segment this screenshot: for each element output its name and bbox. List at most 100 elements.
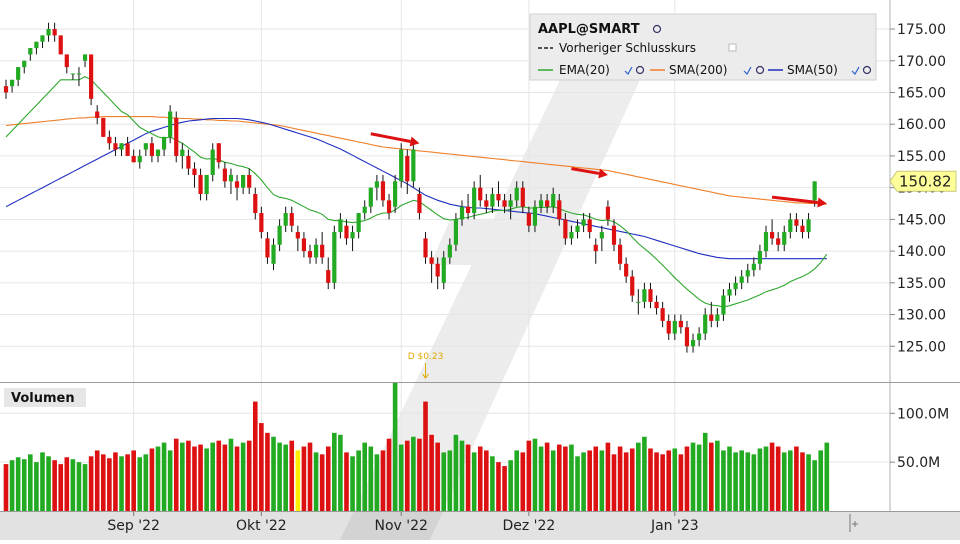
candle-body: [703, 314, 708, 334]
candle-body: [265, 238, 270, 258]
candle-body: [745, 270, 750, 277]
price-tick-label: 125.00: [897, 339, 946, 355]
indicator-lines: [5, 75, 828, 308]
volume-bar: [508, 460, 513, 511]
volume-bar: [788, 450, 793, 511]
volume-bar: [94, 450, 100, 511]
dividend-label: D $0.23: [408, 352, 444, 362]
candle-body: [283, 213, 288, 226]
time-axis-pane[interactable]: [0, 512, 960, 540]
volume-bar: [636, 442, 641, 511]
candle-body: [715, 314, 720, 321]
candle-body: [399, 149, 404, 182]
candle-body: [405, 155, 410, 182]
candle-body: [453, 219, 459, 245]
candle-body: [89, 54, 94, 99]
candle-body: [763, 232, 769, 252]
sma200-check-icon[interactable]: [743, 66, 752, 75]
volume-bar: [21, 459, 27, 511]
candle-body: [520, 187, 525, 207]
volume-bar: [76, 462, 82, 511]
candle-body: [690, 339, 696, 347]
volume-bar: [763, 446, 769, 511]
volume-bar: [58, 464, 64, 511]
volume-bar: [611, 454, 617, 511]
ema-check-icon[interactable]: [624, 66, 633, 75]
volume-bar: [702, 432, 708, 511]
volume-bar: [3, 464, 9, 511]
candle-body: [393, 181, 398, 207]
sma50-settings-icon[interactable]: [862, 65, 872, 75]
candle-body: [198, 174, 203, 194]
volume-bar: [544, 442, 550, 511]
volume-bar: [70, 459, 76, 511]
scroll-end-marker[interactable]: [849, 514, 858, 532]
volume-bar: [240, 442, 246, 511]
legend-sma50[interactable]: SMA(50): [787, 63, 838, 77]
prev-close-toggle-icon[interactable]: [728, 43, 737, 52]
volume-bar: [411, 436, 416, 511]
candle-body: [210, 149, 215, 175]
legend-prev-close[interactable]: Vorheriger Schlusskurs: [559, 41, 696, 55]
volume-axis-pane[interactable]: [890, 383, 960, 512]
plus-icon: [852, 521, 858, 527]
time-tick-label: Okt '22: [236, 518, 287, 534]
candle-body: [3, 86, 9, 93]
volume-bar: [404, 440, 410, 511]
candle-body: [642, 289, 647, 302]
candle-body: [307, 251, 313, 258]
candle-body: [684, 327, 690, 347]
volume-bar: [204, 448, 209, 511]
volume-bar: [423, 401, 428, 511]
legend-sma200[interactable]: SMA(200): [669, 63, 727, 77]
volume-bar: [28, 454, 33, 511]
time-tick-label: Jan '23: [650, 518, 699, 534]
volume-bar: [642, 436, 647, 511]
candle-body: [168, 111, 173, 137]
volume-bar: [173, 438, 179, 511]
ema-settings-icon[interactable]: [635, 65, 645, 75]
volume-bar: [252, 401, 258, 511]
candle-body: [545, 200, 550, 207]
volume-bar: [745, 452, 751, 511]
volume-bar: [496, 462, 501, 511]
time-tick-label: Nov '22: [374, 518, 427, 534]
volume-bar: [100, 454, 106, 511]
legend-ema[interactable]: EMA(20): [559, 63, 610, 77]
volume-bar: [708, 442, 714, 511]
volume-bar: [563, 446, 568, 511]
volume-bar: [307, 442, 313, 511]
volume-bar: [46, 456, 51, 511]
volume-bar: [332, 432, 337, 511]
candle-body: [727, 289, 732, 296]
dividend-marker[interactable]: D $0.23: [408, 352, 444, 379]
volume-bar: [812, 460, 817, 511]
sma200-settings-icon[interactable]: [755, 65, 765, 75]
symbol-settings-icon[interactable]: [652, 24, 662, 34]
candle-body: [496, 194, 501, 201]
candle-body: [374, 181, 379, 188]
volume-bar: [180, 442, 185, 511]
candle-body: [350, 232, 355, 239]
candle-body: [435, 263, 440, 277]
volume-bar: [569, 444, 574, 511]
volume-bar: [532, 438, 538, 511]
volume-bar: [198, 444, 203, 511]
volume-bar: [398, 444, 404, 511]
candle-body: [228, 174, 234, 182]
legend[interactable]: AAPL@SMART Vorheriger Schlusskurs EMA(20…: [529, 13, 877, 81]
volume-bar: [453, 434, 459, 511]
candle-body: [587, 219, 592, 233]
volume-bar: [362, 442, 368, 511]
legend-symbol[interactable]: AAPL@SMART: [538, 22, 640, 37]
volume-bar: [490, 456, 495, 511]
volume-bar: [137, 457, 143, 511]
sma50-check-icon[interactable]: [851, 66, 860, 75]
candle-body: [119, 143, 124, 150]
volume-bar: [368, 446, 374, 511]
volume-bar: [350, 456, 355, 511]
volume-bar: [526, 440, 532, 511]
red-arrow-icon: [771, 195, 827, 208]
volume-title[interactable]: Volumen: [4, 388, 86, 407]
